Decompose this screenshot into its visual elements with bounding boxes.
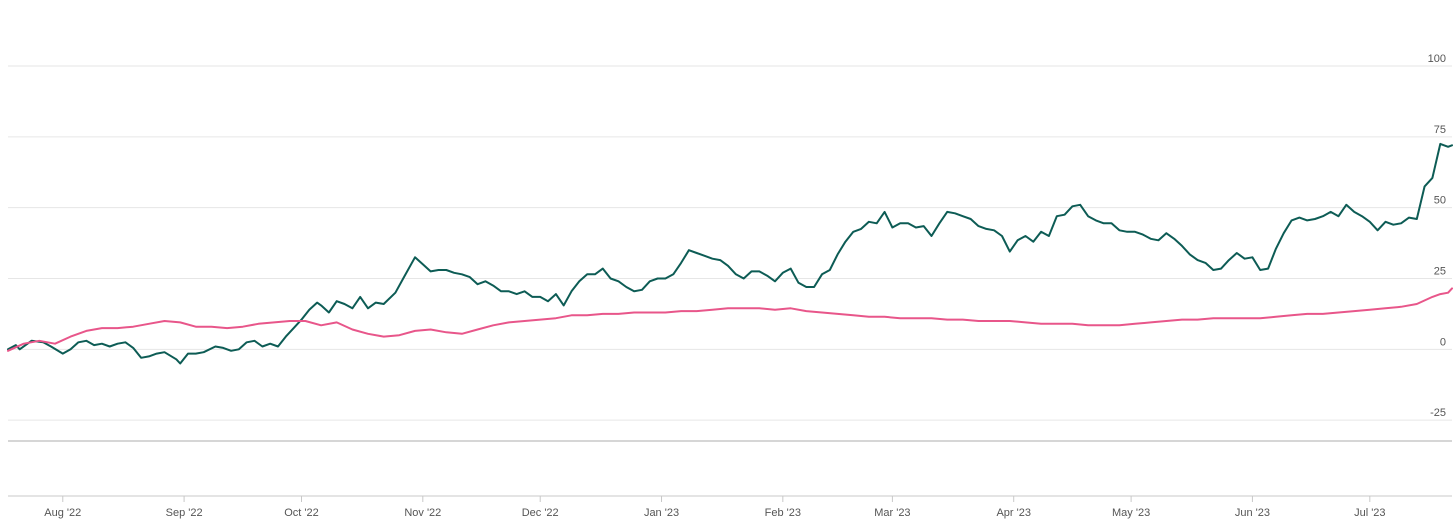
x-tick-label: Dec '22 [522,507,559,519]
y-tick-label: 100 [1428,53,1446,65]
series-line-2 [7,287,1453,352]
x-tick-label: Nov '22 [404,507,441,519]
x-tick-label: Apr '23 [996,507,1031,519]
x-tick-label: Jan '23 [644,507,679,519]
series-line-1 [7,142,1453,365]
x-axis-tick-labels: Aug '22 Sep '22 Oct '22 Nov '22 Dec '22 Jan '… [44,496,1386,519]
series-lines [7,142,1453,365]
y-tick-label: -25 [1430,407,1446,419]
x-tick-label: Sep '22 [166,507,203,519]
y-tick-label: 0 [1440,336,1446,348]
x-tick-label: Feb '23 [765,507,801,519]
y-tick-label: 50 [1434,195,1446,207]
gridlines [8,65,1452,421]
navigator-panel[interactable] [8,440,1452,497]
y-axis-tick-labels: -25 0 25 50 75 100 [1428,53,1446,419]
x-tick-label: May '23 [1112,507,1150,519]
x-tick-label: Jun '23 [1235,507,1270,519]
x-tick-label: Aug '22 [44,507,81,519]
x-tick-label: Oct '22 [284,507,319,519]
x-tick-label: Jul '23 [1354,507,1385,519]
x-tick-label: Mar '23 [874,507,910,519]
y-tick-label: 75 [1434,124,1446,136]
y-tick-label: 25 [1434,266,1446,278]
